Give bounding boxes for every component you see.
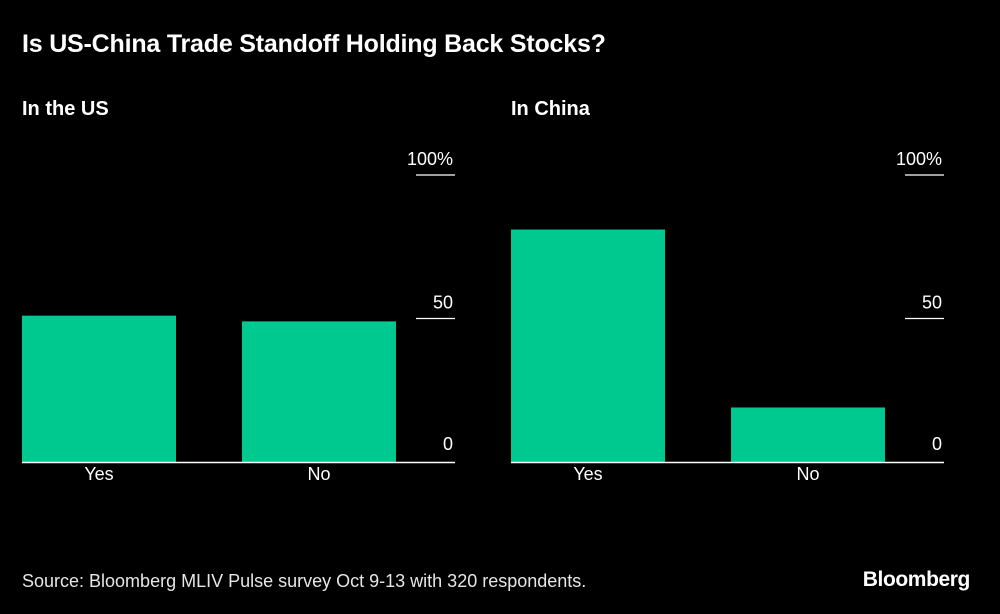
bar-us-no <box>242 321 396 462</box>
bar-china-no <box>731 407 885 462</box>
category-label-china-no: No <box>796 464 819 484</box>
bloomberg-logo: Bloomberg <box>862 568 971 591</box>
panel-title-us: In the US <box>22 98 109 120</box>
ytick-label-china-50: 50 <box>922 293 942 313</box>
ytick-label-us-50: 50 <box>433 293 453 313</box>
category-label-china-yes: Yes <box>573 464 602 484</box>
category-label-us-no: No <box>307 464 330 484</box>
ytick-label-us-0: 0 <box>443 434 453 454</box>
panel-title-china: In China <box>511 98 590 120</box>
source-note: Source: Bloomberg MLIV Pulse survey Oct … <box>22 571 587 591</box>
chart-title: Is US-China Trade Standoff Holding Back … <box>22 30 606 58</box>
bar-china-yes <box>511 229 665 462</box>
bar-us-yes <box>22 315 176 462</box>
ytick-label-china-0: 0 <box>932 434 942 454</box>
ytick-label-us-100: 100% <box>407 149 453 169</box>
category-label-us-yes: Yes <box>84 464 113 484</box>
ytick-label-china-100: 100% <box>896 149 942 169</box>
